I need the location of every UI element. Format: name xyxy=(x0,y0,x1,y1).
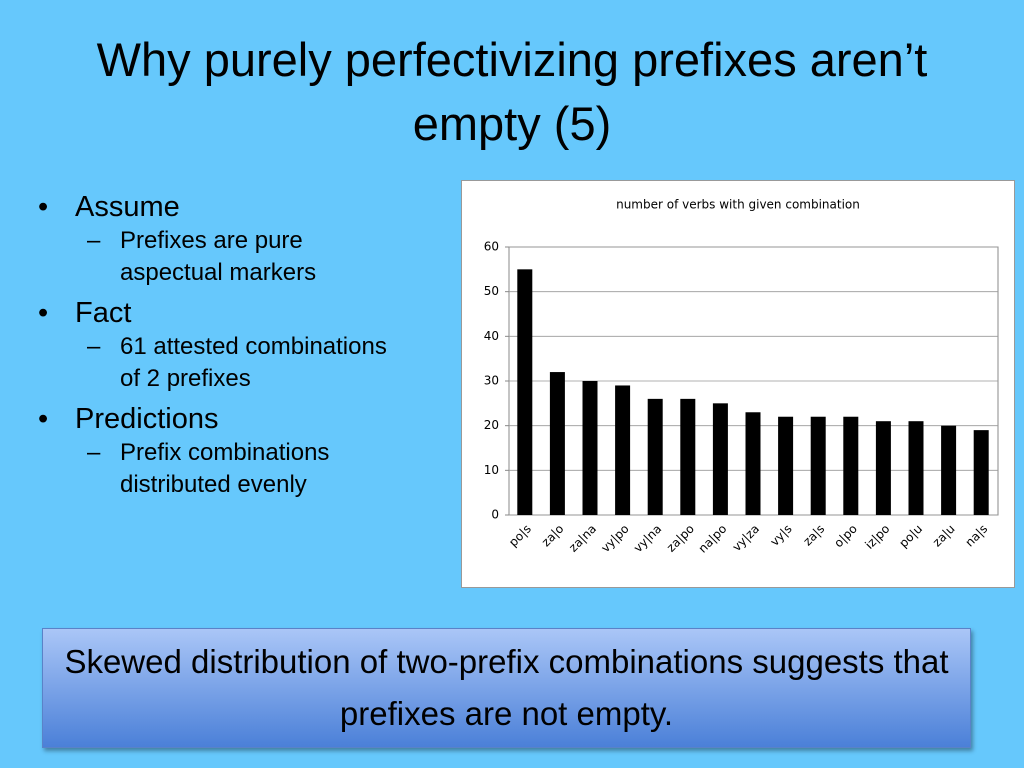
y-tick-label: 60 xyxy=(484,240,499,254)
y-tick-label: 20 xyxy=(484,418,499,432)
bar xyxy=(517,269,533,515)
bar xyxy=(647,398,663,515)
bar xyxy=(745,412,761,515)
bar xyxy=(778,416,794,515)
chart-frame xyxy=(461,180,1015,588)
y-tick-label: 50 xyxy=(484,284,499,298)
callout: Skewed distribution of two-prefix combin… xyxy=(42,628,971,748)
bar xyxy=(810,416,826,515)
y-tick-label: 10 xyxy=(484,463,499,477)
chart: number of verbs with given combination 0… xyxy=(461,180,1015,588)
sub-bullet: Prefixes are pure aspectual markers xyxy=(75,225,405,289)
sub-bullet: Prefix combinations distributed evenly xyxy=(75,437,405,501)
sub-bullet: 61 attested combinations of 2 prefixes xyxy=(75,331,405,395)
bar xyxy=(973,430,989,515)
bullet: Predictions xyxy=(30,401,430,437)
y-tick-label: 40 xyxy=(484,329,499,343)
bullet: Fact xyxy=(30,295,430,331)
bar xyxy=(843,416,859,515)
bar xyxy=(875,421,891,515)
y-tick-label: 0 xyxy=(491,508,499,522)
bar xyxy=(582,381,598,515)
bar xyxy=(680,398,696,515)
y-tick-label: 30 xyxy=(484,374,499,388)
bar xyxy=(908,421,924,515)
bar xyxy=(941,425,957,515)
bar xyxy=(712,403,728,515)
chart-title: number of verbs with given combination xyxy=(616,198,860,212)
bullet-list: AssumePrefixes are pure aspectual marker… xyxy=(30,185,430,507)
bar xyxy=(549,372,565,515)
bar xyxy=(615,385,631,515)
slide-title: Why purely perfectivizing prefixes aren’… xyxy=(96,33,928,150)
bullet: Assume xyxy=(30,189,430,225)
